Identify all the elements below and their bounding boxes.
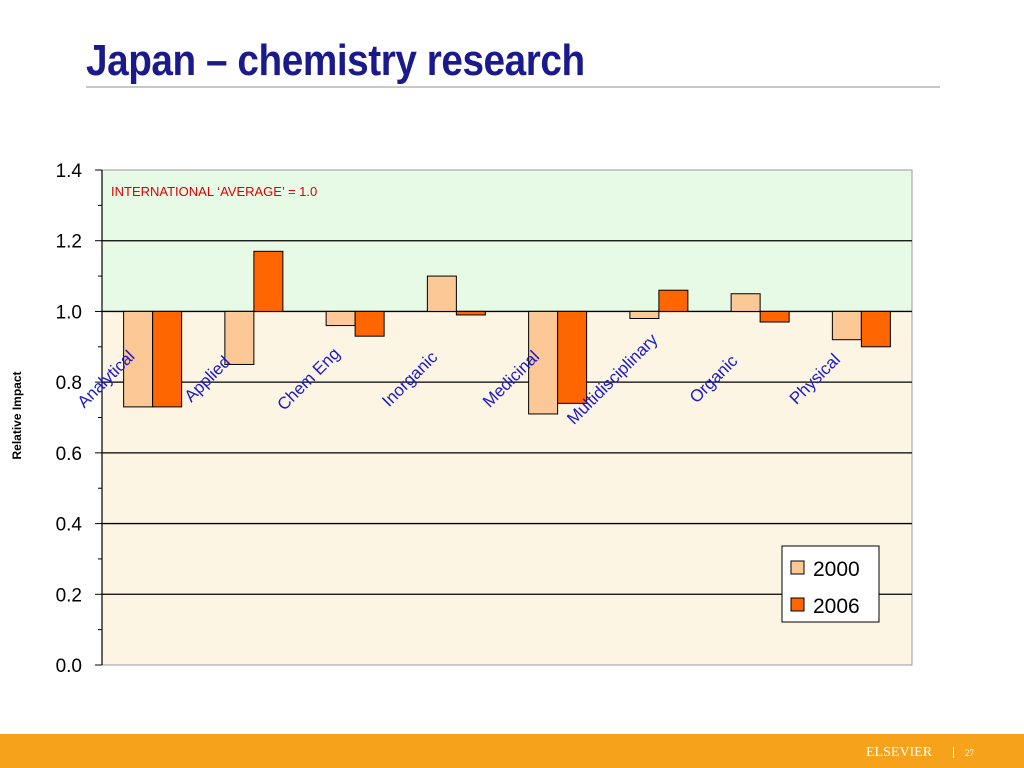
title-divider	[86, 86, 940, 88]
legend-swatch-2006	[790, 597, 805, 612]
bar-2000-physical	[831, 310, 862, 341]
bar-2006-chem-eng	[354, 310, 385, 337]
legend-swatch-2000	[790, 560, 805, 575]
bar-2000-analytical	[123, 310, 154, 408]
page-number: 27	[965, 748, 974, 758]
bar-2006-applied	[253, 250, 284, 312]
bar-2000-medicinal	[528, 310, 559, 415]
bar-2006-organic	[759, 310, 790, 323]
y-tick-label: 1.2	[56, 232, 82, 253]
plot-band-below-average	[102, 311, 912, 665]
bars	[123, 250, 891, 415]
relative-impact-chart: 0.00.20.40.60.81.01.21.4 Analytical Appli…	[10, 161, 913, 677]
y-tick-label: 0.0	[56, 656, 82, 677]
legend-label-2006: 2006	[813, 595, 860, 618]
y-axis-title: Relative Impact	[10, 371, 24, 459]
legend-label-2000: 2000	[813, 558, 860, 581]
average-annotation: INTERNATIONAL ‘AVERAGE’ = 1.0	[111, 184, 317, 199]
y-tick-label: 0.8	[56, 373, 82, 394]
bar-2000-inorganic	[426, 275, 457, 312]
slide-title: Japan – chemistry research	[86, 36, 585, 85]
bar-2006-physical	[860, 310, 891, 348]
footer-separator	[953, 747, 954, 758]
bar-2006-multidisciplinary	[658, 289, 689, 312]
y-tick-label: 1.0	[56, 302, 82, 323]
y-tick-label: 0.2	[56, 585, 82, 606]
footer-brand: ELSEVIER	[866, 745, 933, 760]
footer-bar	[0, 734, 1024, 768]
bar-2000-applied	[224, 310, 255, 365]
y-axis: 0.0 0.2 0.4 0.6 0.8 1.0 1.2 1.4	[56, 161, 103, 677]
bar-2000-chem-eng	[325, 310, 356, 327]
legend: 2000 2006	[781, 545, 880, 623]
y-tick-label: 0.6	[56, 444, 82, 465]
y-tick-label: 1.4	[56, 161, 83, 182]
bar-2000-multidisciplinary	[629, 310, 660, 319]
y-tick-label: 0.4	[56, 515, 83, 536]
bar-2000-organic	[730, 293, 761, 312]
bar-2006-medicinal	[557, 310, 588, 404]
bar-2006-inorganic	[455, 310, 486, 316]
bar-2006-analytical	[152, 310, 183, 408]
